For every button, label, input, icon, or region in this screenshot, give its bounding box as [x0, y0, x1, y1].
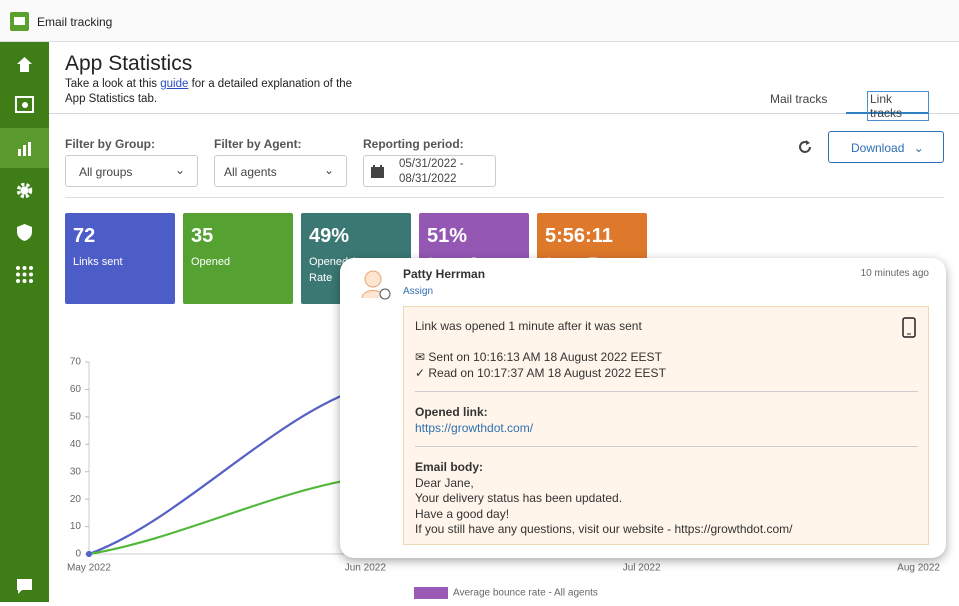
opened-link[interactable]: https://growthdot.com/ — [415, 421, 534, 435]
stat-card: 72 Links sent — [65, 213, 175, 304]
button-label: Download — [851, 141, 905, 155]
contact-name: Patty Herrman — [403, 267, 486, 281]
download-button[interactable]: Download ⌄ — [828, 131, 944, 163]
y-tick-label: 40 — [70, 439, 82, 450]
legend-swatch — [414, 587, 448, 599]
guide-link[interactable]: guide — [160, 78, 189, 90]
opened-link-label: Opened link: — [415, 405, 488, 419]
x-tick-label: Jun 2022 — [345, 563, 387, 574]
y-tick-label: 70 — [70, 357, 82, 368]
stat-card: 35 Opened — [183, 213, 293, 304]
y-tick-label: 30 — [70, 466, 82, 477]
y-tick-label: 20 — [70, 494, 82, 505]
separator — [415, 446, 918, 447]
x-tick-label: Jul 2022 — [623, 563, 661, 574]
nav-settings[interactable] — [0, 170, 49, 210]
x-tick-label: May 2022 — [67, 563, 111, 574]
legend-label: Average bounce rate - All agents — [453, 588, 598, 599]
assign-link[interactable]: Assign — [403, 286, 434, 297]
activity-popup: Patty Herrman Assign 10 minutes ago Link… — [340, 258, 946, 558]
page-description: Take a look at this guide for a detailed… — [65, 77, 365, 107]
period-picker[interactable]: 05/31/2022 - 08/31/2022 — [363, 155, 496, 187]
body-line: If you still have any questions, visit o… — [415, 521, 793, 536]
text: Take a look at this — [65, 78, 161, 90]
tab-mail-tracks[interactable]: Mail tracks — [770, 92, 828, 106]
stat-value: 5:56:11 — [545, 225, 613, 247]
nav-chat[interactable] — [0, 566, 49, 606]
y-tick-label: 10 — [70, 521, 82, 532]
read-time: Read on 10:17:37 AM 18 August 2022 EEST — [428, 366, 666, 380]
tab-label: Link tracks — [867, 91, 929, 121]
nav-security[interactable] — [0, 212, 49, 252]
agent-select[interactable]: All agents ⌄ — [214, 155, 347, 187]
nav-statistics[interactable] — [0, 128, 49, 168]
mobile-icon — [902, 317, 916, 338]
sent-time: Sent on 10:16:13 AM 18 August 2022 EEST — [428, 350, 662, 364]
calendar-icon — [371, 165, 384, 178]
refresh-button[interactable] — [797, 139, 813, 155]
chevron: ⌄ — [174, 163, 185, 177]
group-select[interactable]: All groups ⌄ — [65, 155, 198, 187]
top-bar: Email tracking — [0, 0, 959, 42]
period-start: 05/31/2022 - — [399, 158, 464, 170]
stat-label: Links sent — [73, 256, 123, 268]
page-header: App Statistics Take a look at this guide… — [49, 42, 959, 121]
y-tick-label: 60 — [70, 384, 82, 395]
app-icon — [10, 12, 29, 31]
filter-label: Reporting period: — [363, 137, 464, 151]
page-title: App Statistics — [65, 52, 193, 75]
divider — [65, 197, 944, 198]
chevron: ⌄ — [323, 163, 334, 177]
sidebar — [0, 42, 49, 602]
sent-row: ✉ Sent on 10:16:13 AM 18 August 2022 EES… — [415, 350, 662, 364]
body-line: Your delivery status has been updated. — [415, 491, 623, 506]
x-tick-label: Aug 2022 — [897, 563, 940, 574]
event-details: Link was opened 1 minute after it was se… — [403, 306, 929, 545]
timestamp: 10 minutes ago — [860, 268, 929, 279]
filter-label: Filter by Group: — [65, 137, 155, 151]
chevron: ⌄ — [913, 141, 924, 155]
nav-home[interactable] — [0, 44, 49, 84]
period-end: 08/31/2022 — [399, 173, 457, 185]
body-label: Email body: — [415, 460, 484, 474]
app-title: Email tracking — [37, 15, 113, 29]
avatar — [361, 270, 391, 300]
body-line: Have a good day! — [415, 506, 510, 521]
y-tick-label: 0 — [75, 549, 81, 560]
stat-label: Opened — [191, 256, 231, 268]
select-value: All groups — [79, 165, 133, 179]
nav-tracking[interactable] — [0, 84, 49, 124]
start-point — [86, 551, 92, 557]
nav-apps[interactable] — [0, 254, 49, 294]
stat-value: 49% — [309, 225, 350, 247]
stat-value: 72 — [73, 225, 96, 247]
y-tick-label: 50 — [70, 411, 82, 422]
body-line: Dear Jane, — [415, 476, 474, 490]
summary: Link was opened 1 minute after it was se… — [415, 319, 642, 333]
stat-value: 35 — [191, 225, 214, 247]
filter-label: Filter by Agent: — [214, 137, 302, 151]
read-row: ✓ Read on 10:17:37 AM 18 August 2022 EES… — [415, 366, 666, 380]
select-value: All agents — [224, 165, 277, 179]
separator — [415, 391, 918, 392]
text: for a detailed explanation of the App St… — [65, 78, 353, 105]
tab-link-tracks[interactable]: Link tracks — [846, 87, 929, 121]
stat-value: 51% — [427, 225, 468, 247]
